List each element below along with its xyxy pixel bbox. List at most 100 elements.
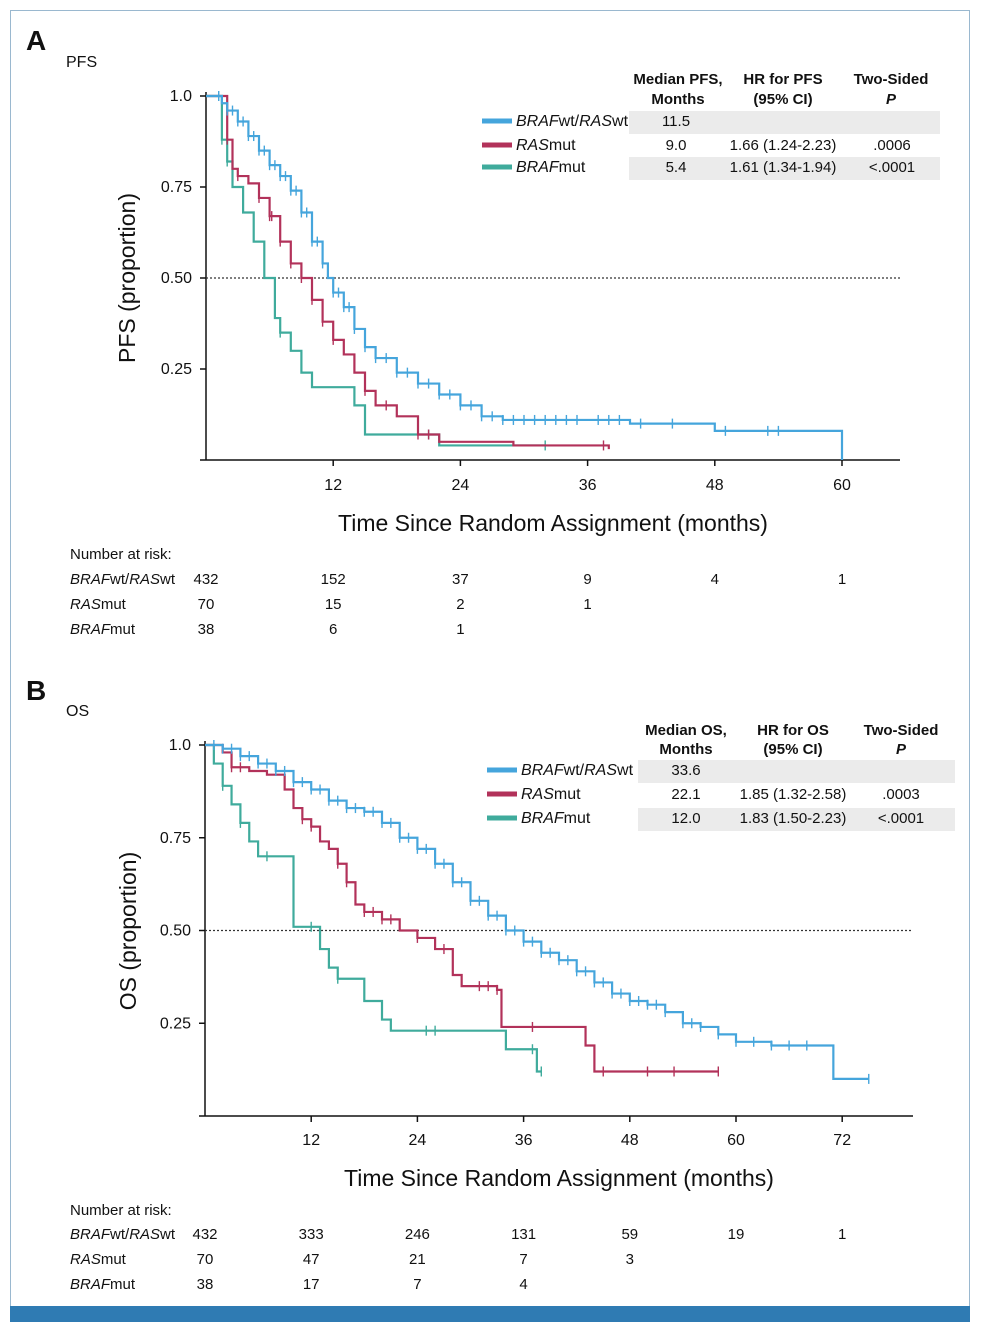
table-header: HR for OS: [757, 722, 829, 739]
table-hr: 1.61 (1.34-1.94): [730, 159, 837, 176]
x-tick-label: 60: [727, 1132, 745, 1149]
x-tick-label: 24: [409, 1132, 427, 1149]
y-tick-label: 0.25: [160, 1015, 191, 1032]
legend-label: BRAFmut: [521, 810, 591, 827]
risk-count: 7: [413, 1276, 421, 1293]
risk-count: 4: [711, 571, 719, 588]
table-header: (95% CI): [763, 741, 822, 758]
legend-label: BRAFwt/RASwt: [516, 113, 629, 130]
table-header: P: [896, 741, 907, 758]
table-header: Months: [659, 741, 712, 758]
table-p-value: <.0001: [869, 159, 915, 176]
risk-count: 70: [197, 1251, 214, 1268]
risk-count: 4: [519, 1276, 527, 1293]
y-tick-label: 0.50: [161, 270, 192, 287]
risk-row-label: BRAFmut: [70, 621, 136, 638]
x-tick-label: 12: [302, 1132, 320, 1149]
table-p-value: .0003: [882, 786, 920, 803]
risk-count: 1: [838, 571, 846, 588]
risk-row-label: BRAFwt/RASwt: [70, 1226, 176, 1243]
table-hr: 1.83 (1.50-2.23): [740, 810, 847, 827]
risk-count: 21: [409, 1251, 426, 1268]
x-tick-label: 36: [515, 1132, 533, 1149]
table-median: 9.0: [666, 137, 687, 154]
table-p-value: .0006: [873, 137, 911, 154]
y-tick-label: 1.0: [170, 88, 192, 105]
panel-letter: B: [26, 675, 46, 706]
risk-row-label: RASmut: [70, 1251, 127, 1268]
risk-row-label: BRAFwt/RASwt: [70, 571, 176, 588]
risk-count: 3: [626, 1251, 634, 1268]
risk-count: 152: [321, 571, 346, 588]
risk-table-title: Number at risk:: [70, 1202, 172, 1219]
risk-count: 17: [303, 1276, 320, 1293]
y-tick-label: 1.0: [169, 737, 191, 754]
risk-count: 1: [838, 1226, 846, 1243]
table-median: 22.1: [671, 786, 700, 803]
table-median: 11.5: [662, 113, 690, 130]
x-tick-label: 36: [579, 477, 597, 494]
table-header: (95% CI): [753, 91, 812, 108]
y-axis-label: PFS (proportion): [114, 193, 140, 363]
table-median: 12.0: [671, 810, 700, 827]
risk-count: 37: [452, 571, 469, 588]
footer-bar: [10, 1306, 970, 1322]
x-tick-label: 12: [324, 477, 342, 494]
risk-count: 15: [325, 596, 342, 613]
risk-table-title: Number at risk:: [70, 546, 172, 563]
panel-subtitle: OS: [66, 703, 89, 720]
x-tick-label: 24: [452, 477, 470, 494]
x-tick-label: 48: [621, 1132, 639, 1149]
risk-row-label: BRAFmut: [70, 1276, 136, 1293]
table-hr: 1.66 (1.24-2.23): [730, 137, 837, 154]
table-header: Two-Sided: [854, 71, 929, 88]
y-tick-label: 0.25: [161, 361, 192, 378]
risk-count: 70: [198, 596, 215, 613]
risk-count: 38: [198, 621, 215, 638]
table-header: HR for PFS: [743, 71, 822, 88]
x-tick-label: 48: [706, 477, 724, 494]
risk-count: 333: [299, 1226, 324, 1243]
legend-label: BRAFmut: [516, 159, 586, 176]
y-tick-label: 0.75: [161, 179, 192, 196]
table-median: 33.6: [671, 762, 700, 779]
risk-row-label: RASmut: [70, 596, 127, 613]
x-axis-label: Time Since Random Assignment (months): [338, 510, 768, 536]
os-panel: B OS 1.0 0.75 0.50 0.25 12 24 36 48 60 72 Time Since…: [0, 660, 984, 1306]
table-header: Months: [651, 91, 704, 108]
table-median: 5.4: [666, 159, 687, 176]
table-header: Two-Sided: [864, 722, 939, 739]
risk-count: 59: [621, 1226, 638, 1243]
risk-count: 47: [303, 1251, 320, 1268]
risk-count: 1: [456, 621, 464, 638]
risk-count: 38: [197, 1276, 214, 1293]
km-curve-ras: [205, 745, 718, 1071]
table-p-value: <.0001: [878, 810, 924, 827]
risk-count: 131: [511, 1226, 536, 1243]
y-tick-label: 0.50: [160, 923, 191, 940]
y-tick-label: 0.75: [160, 830, 191, 847]
risk-count: 6: [329, 621, 337, 638]
risk-count: 7: [519, 1251, 527, 1268]
table-hr: 1.85 (1.32-2.58): [740, 786, 847, 803]
risk-count: 1: [583, 596, 591, 613]
table-header: Median PFS,: [633, 71, 722, 88]
risk-count: 2: [456, 596, 464, 613]
legend-label: BRAFwt/RASwt: [521, 762, 634, 779]
panel-letter: A: [26, 25, 46, 56]
panel-subtitle: PFS: [66, 54, 97, 71]
legend-label: RASmut: [521, 786, 581, 803]
table-header: Median OS,: [645, 722, 727, 739]
risk-count: 19: [728, 1226, 745, 1243]
legend-label: RASmut: [516, 137, 576, 154]
x-tick-label: 60: [833, 477, 851, 494]
x-tick-label: 72: [833, 1132, 851, 1149]
risk-count: 432: [192, 1226, 217, 1243]
risk-count: 246: [405, 1226, 430, 1243]
risk-count: 9: [583, 571, 591, 588]
risk-count: 432: [193, 571, 218, 588]
y-axis-label: OS (proportion): [115, 852, 141, 1011]
x-axis-label: Time Since Random Assignment (months): [344, 1165, 774, 1191]
table-header: P: [886, 91, 897, 108]
